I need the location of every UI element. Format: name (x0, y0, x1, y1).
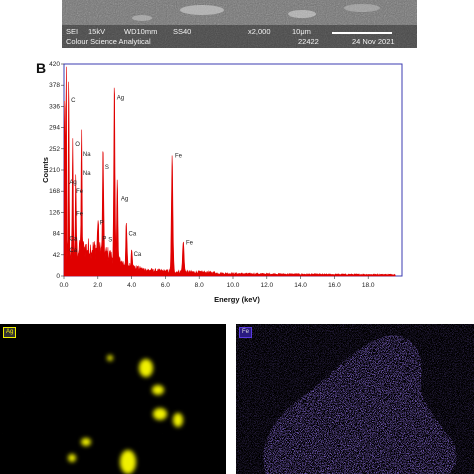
x-tick-label: 4.0 (127, 282, 136, 289)
peak-annotation: P (100, 221, 104, 227)
x-tick-label: 2.0 (93, 282, 102, 289)
y-tick-label: 42 (53, 252, 61, 259)
panel-label: B (36, 60, 47, 76)
y-tick-label: 378 (49, 82, 60, 89)
sem-info-bar: SEI 15kV WD10mm SS40 x2,000 10μm Colour … (62, 25, 417, 48)
x-tick-label: 0.0 (59, 282, 68, 289)
fe-map-image (236, 324, 474, 474)
x-tick-label: 10.0 (227, 282, 240, 289)
peak-annotation: Fe (76, 211, 84, 217)
peak-annotation: Ca (69, 237, 77, 243)
peak-annotation: P (102, 237, 106, 243)
x-tick-label: 6.0 (161, 282, 170, 289)
peak-annotation: Na (83, 171, 91, 177)
y-tick-label: 252 (49, 146, 60, 153)
peak-annotation: S (105, 165, 109, 171)
y-tick-label: 84 (53, 231, 61, 238)
peak-annotation: Ca (69, 248, 77, 254)
peak-annotation: Fe (76, 189, 84, 195)
spectrum-series (63, 66, 396, 277)
sem-micrograph (62, 0, 417, 48)
y-tick-label: 168 (49, 188, 60, 195)
peak-annotation: O (75, 142, 80, 148)
sem-lab-name: Colour Science Analytical (66, 37, 151, 46)
x-axis-label: Energy (keV) (214, 295, 260, 304)
peak-annotation: Ag (121, 196, 128, 202)
x-tick-label: 12.0 (260, 282, 273, 289)
y-tick-label: 210 (49, 167, 60, 174)
ag-map-tag: Ag (3, 327, 17, 338)
sem-date: 24 Nov 2021 (352, 37, 395, 46)
sem-voltage: 15kV (88, 27, 106, 36)
sem-magnification: x2,000 (248, 27, 271, 36)
ag-map-image (0, 324, 226, 474)
element-map-fe: Fe (236, 324, 474, 474)
peak-annotation: S (108, 238, 112, 244)
y-tick-label: 0 (56, 273, 60, 280)
x-tick-label: 16.0 (328, 282, 341, 289)
peak-annotation: C (71, 98, 76, 104)
fe-map-tag: Fe (239, 327, 253, 338)
y-tick-label: 294 (49, 125, 60, 132)
sem-spot-size: SS40 (173, 27, 192, 36)
y-axis-label: Counts (41, 157, 50, 183)
x-tick-label: 14.0 (294, 282, 307, 289)
sem-detector: SEI (66, 27, 79, 36)
peak-annotation: Ag (69, 180, 76, 186)
y-tick-label: 126 (49, 209, 60, 216)
sem-serial: 22422 (298, 37, 319, 46)
y-tick-label: 336 (49, 103, 60, 110)
peak-annotation: Fe (175, 153, 183, 159)
peak-annotation: Na (83, 152, 91, 158)
sem-scale-bar (332, 32, 392, 34)
element-map-ag: Ag (0, 324, 226, 474)
peak-annotation: Fe (186, 241, 194, 247)
x-tick-label: 18.0 (362, 282, 375, 289)
peak-annotation: Ag (117, 95, 124, 101)
eds-spectrum-chart: 0 42 84 126 168 210 252 294 336 378 420 0.0 2.0 4.0 6.… (41, 61, 403, 304)
x-tick-label: 8.0 (195, 282, 204, 289)
plot-frame (63, 63, 403, 277)
peak-annotation: Ca (129, 232, 137, 238)
sem-scale-length: 10μm (292, 27, 311, 36)
sem-working-distance: WD10mm (124, 27, 158, 36)
peak-annotation: Ca (134, 252, 142, 258)
y-tick-label: 420 (49, 61, 60, 68)
